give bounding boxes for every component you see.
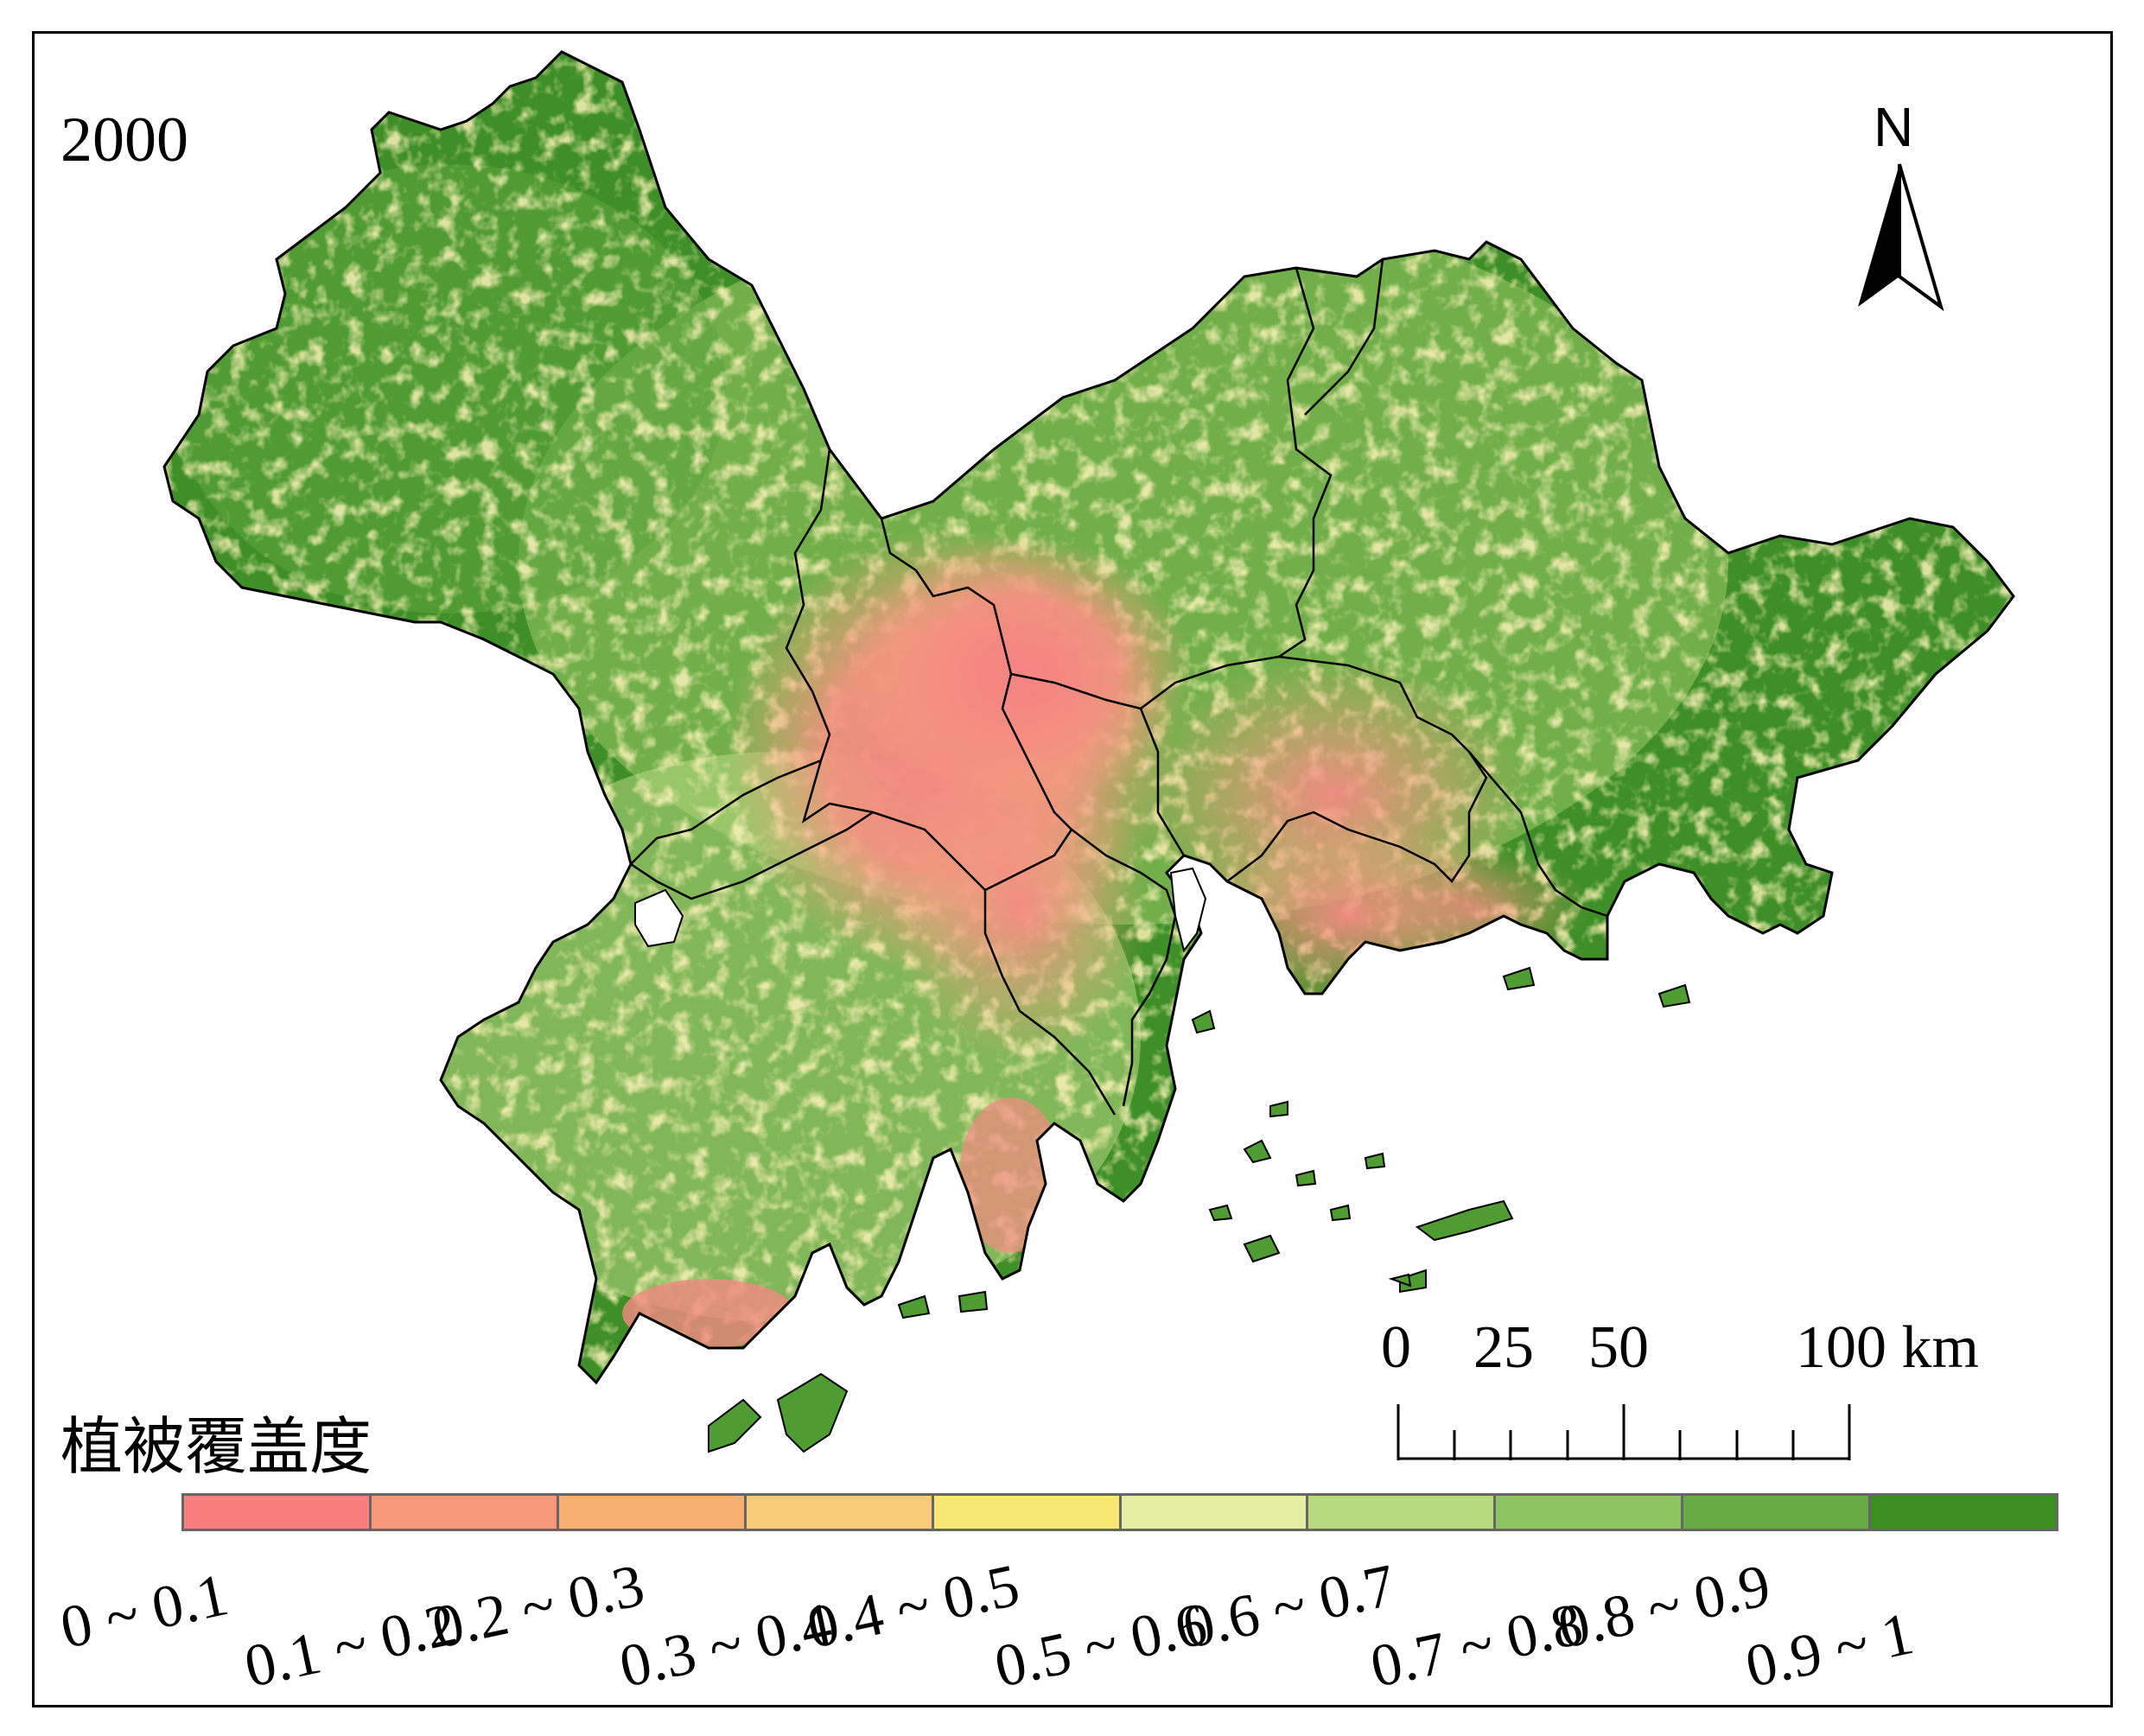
legend-swatch bbox=[558, 1496, 747, 1529]
legend-swatch bbox=[746, 1496, 934, 1529]
admin-boundaries bbox=[630, 258, 1608, 1116]
water-bodies bbox=[634, 867, 1207, 953]
land-raster bbox=[164, 52, 2014, 1383]
legend-swatch bbox=[1496, 1496, 1684, 1529]
map-year-label: 2000 bbox=[60, 105, 188, 175]
legend-swatch bbox=[371, 1496, 559, 1529]
north-label: N bbox=[1874, 96, 1914, 158]
north-arrow-icon bbox=[1858, 163, 1944, 312]
legend-swatch bbox=[184, 1496, 372, 1529]
scale-label-50: 50 bbox=[1588, 1314, 1649, 1381]
legend-color-bar bbox=[181, 1493, 2058, 1531]
scale-label-25: 25 bbox=[1473, 1314, 1534, 1381]
scale-label-0: 0 bbox=[1381, 1314, 1411, 1381]
offshore-islands bbox=[708, 966, 1691, 1453]
legend-title: 植被覆盖度 bbox=[60, 1410, 372, 1483]
legend-swatch bbox=[1683, 1496, 1872, 1529]
scale-label-100km: 100 km bbox=[1796, 1314, 1979, 1381]
legend-swatch bbox=[1121, 1496, 1309, 1529]
legend-swatch bbox=[933, 1496, 1122, 1529]
scale-bar bbox=[1396, 1404, 1851, 1460]
legend-swatch bbox=[1871, 1496, 2057, 1529]
legend-swatch bbox=[1308, 1496, 1497, 1529]
